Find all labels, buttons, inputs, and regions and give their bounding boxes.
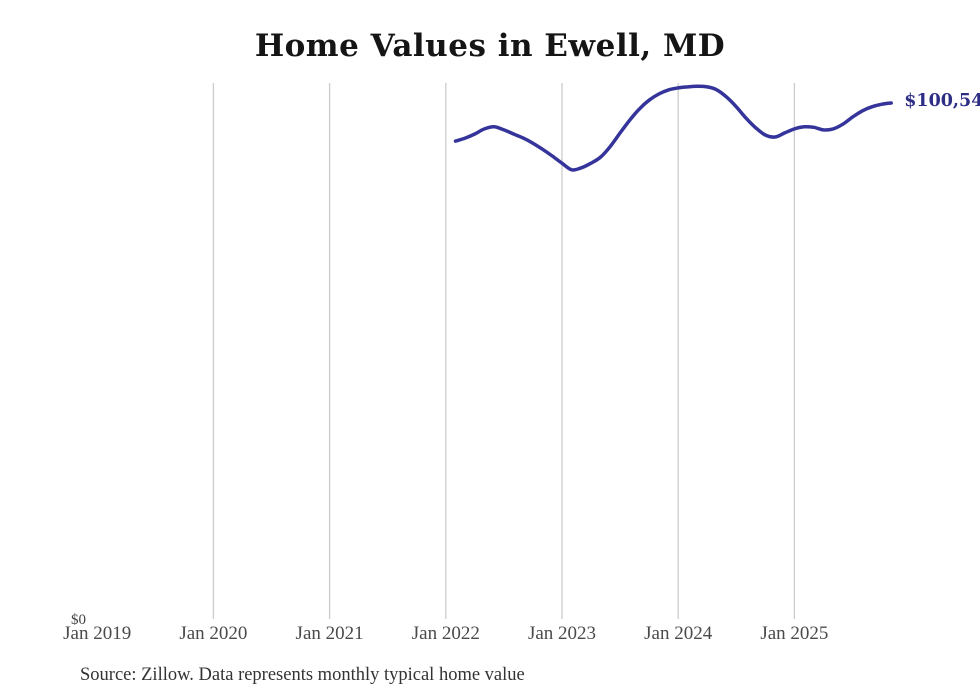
- chart-title: Home Values in Ewell, MD: [254, 28, 726, 64]
- latest-value-label: $100,547: [904, 91, 980, 111]
- y-axis-zero-label: $0: [71, 612, 86, 628]
- x-tick-label: Jan 2023: [527, 623, 597, 644]
- x-tick-label: Jan 2024: [644, 623, 713, 644]
- source-note: Source: Zillow. Data represents monthly …: [80, 665, 525, 685]
- x-tick-label: Jan 2021: [295, 623, 364, 644]
- series-line: [453, 84, 893, 172]
- x-tick-label: Jan 2020: [179, 623, 248, 644]
- x-tick-label: Jan 2025: [760, 623, 829, 644]
- x-tick-label: Jan 2022: [411, 623, 480, 644]
- x-tick-label: Jan 2019: [63, 623, 132, 644]
